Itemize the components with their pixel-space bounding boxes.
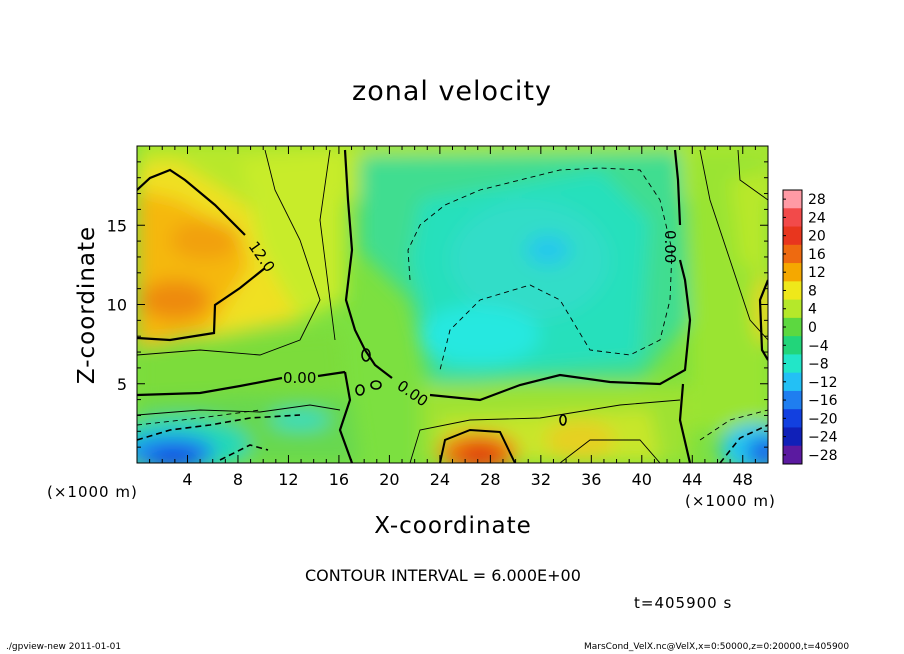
colorbar-label: −4: [808, 338, 829, 354]
x-tick-label: 24: [430, 470, 450, 489]
x-tick-label: 36: [581, 470, 601, 489]
x-tick-label: 28: [480, 470, 500, 489]
x-axis-label: X-coordinate: [0, 513, 904, 539]
x-tick-label: 40: [632, 470, 652, 489]
colorbar-swatch: [783, 445, 802, 465]
colorbar-swatch: [783, 390, 802, 410]
time-stamp: t=405900 s: [634, 594, 733, 612]
y-axis: 5 10 15: [107, 161, 768, 448]
colorbar-swatch: [783, 409, 802, 428]
contour-lines: [137, 149, 768, 463]
colorbar-label: 0: [808, 320, 817, 336]
colorbar-swatch: [783, 427, 802, 447]
colorbar-swatch: [783, 317, 802, 337]
colorbar-label: −16: [808, 393, 838, 409]
heatmap-field: 12.0 0.00 0.00 0.00: [137, 146, 768, 463]
x-tick-label: 12: [278, 470, 298, 489]
colorbar-label: 4: [808, 302, 817, 318]
colorbar-label: 16: [808, 247, 826, 263]
x-unit-label: (×1000 m): [47, 483, 138, 501]
x-tick-label: 8: [233, 470, 243, 489]
colorbar-label: −20: [808, 411, 838, 427]
y-tick-label: 5: [117, 375, 127, 394]
colorbar-label: 24: [808, 210, 826, 226]
y-tick-label: 15: [107, 216, 127, 235]
x-tick-label: 16: [329, 470, 349, 489]
x-axis: 4 8 12 16 20 24 28 32 36 40 44 48: [149, 146, 756, 489]
colorbar-swatch: [783, 244, 802, 264]
colorbar-swatch: [783, 372, 802, 392]
footer-right: MarsCond_VelX.nc@VelX,x=0:50000,z=0:2000…: [584, 642, 850, 652]
x-tick-label: 32: [531, 470, 551, 489]
x-tick-label: 20: [379, 470, 399, 489]
colorbar-label: −28: [808, 448, 838, 464]
x-axis-label-text: X-coordinate: [374, 513, 532, 539]
footer-left: ./gpview-new 2011-01-01: [6, 642, 122, 652]
x-unit-label-right: (×1000 m): [685, 492, 776, 510]
colorbar-swatch: [783, 208, 802, 228]
colorbar-label: −12: [808, 375, 838, 391]
contour-interval-note: CONTOUR INTERVAL = 6.000E+00: [305, 566, 581, 585]
colorbar-swatch: [783, 354, 802, 374]
colorbar-label: −8: [808, 357, 829, 373]
x-tick-label: 44: [682, 470, 702, 489]
colorbar-swatch: [783, 299, 802, 319]
colorbar-swatch: [783, 263, 802, 282]
y-tick-label: 10: [107, 296, 127, 315]
colorbar-label: 12: [808, 265, 826, 281]
colorbar-label: 8: [808, 283, 817, 299]
colorbar-label: 28: [808, 192, 826, 208]
colorbar-swatch: [783, 226, 802, 246]
colorbar: 28 24 20 16 12 8 4 0 −4 −8 −12 −16 −20 −24 −28: [782, 189, 838, 465]
x-tick-label: 4: [182, 470, 192, 489]
contour-label: 0.00: [661, 230, 679, 263]
colorbar-label: −24: [808, 430, 838, 446]
colorbar-swatch: [783, 281, 802, 301]
x-tick-label: 48: [733, 470, 753, 489]
contour-label: 0.00: [283, 369, 316, 387]
colorbar-label: 20: [808, 229, 826, 245]
colorbar-swatch: [783, 190, 802, 209]
chart-title: zonal velocity: [352, 76, 552, 107]
y-axis-label: Z-coordinate: [74, 225, 100, 385]
colorbar-swatch: [783, 336, 802, 355]
